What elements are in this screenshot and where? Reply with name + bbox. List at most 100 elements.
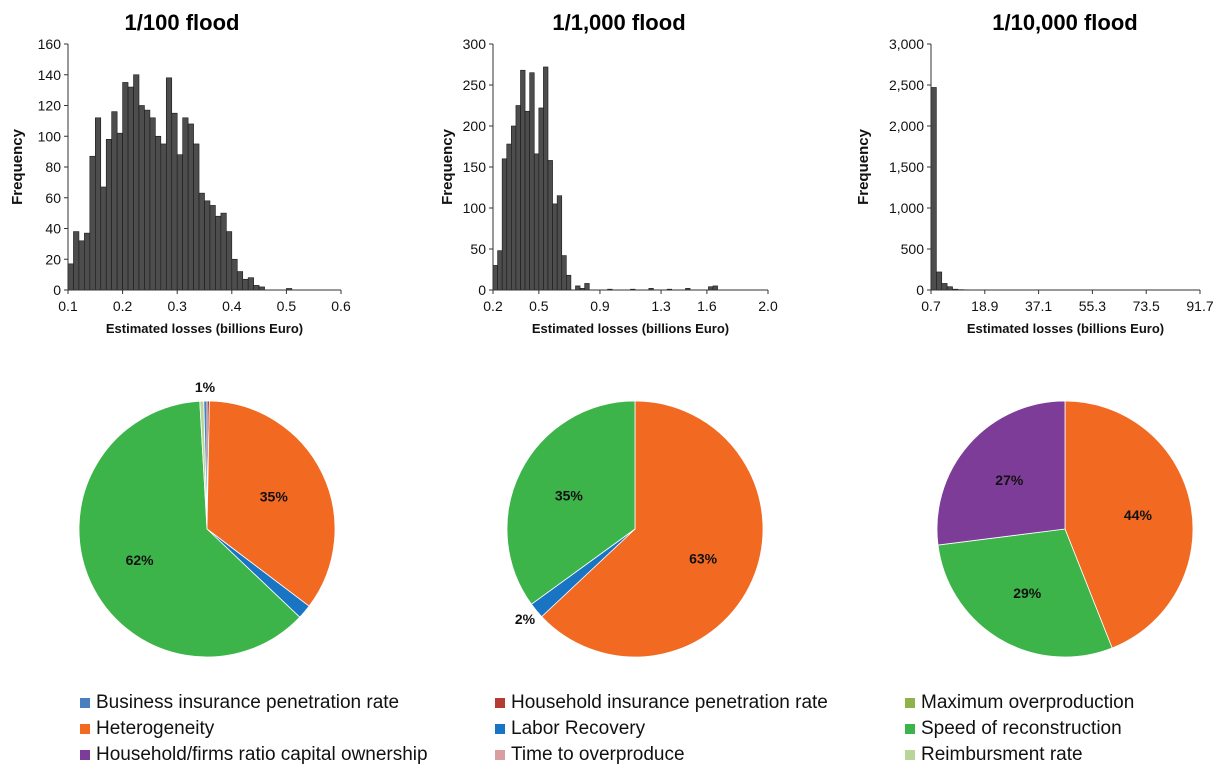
y-tick-label: 100 [463, 200, 487, 216]
pie-slice-label: 29% [1013, 585, 1042, 601]
legend-label: Speed of reconstruction [921, 718, 1122, 739]
y-axis-label: Frequency [855, 128, 872, 205]
legend-item-labor-recovery: Labor Recovery [495, 718, 905, 740]
histogram-bar [122, 82, 129, 291]
x-tick-label: 0.5 [277, 298, 297, 314]
y-tick-label: 20 [45, 251, 61, 267]
histogram-bar [84, 232, 91, 291]
x-tick-label: 0.5 [529, 298, 549, 314]
pie-slice [78, 400, 301, 658]
x-axis-label: Estimated losses (billions Euro) [106, 321, 303, 336]
pie-slice-label: 2% [515, 611, 536, 627]
x-tick-label: 73.5 [1133, 298, 1160, 314]
histogram-bar [533, 153, 540, 291]
pie-slice [1064, 400, 1194, 649]
legend-item-household-insurance: Household insurance penetration rate [495, 692, 905, 714]
pie-slice-label: 35% [260, 489, 289, 505]
legend-swatch [495, 750, 505, 760]
pie-slice [203, 400, 208, 530]
histogram-bar [187, 123, 194, 291]
pie-slice [206, 400, 336, 607]
y-tick-label: 2,500 [889, 77, 924, 93]
legend-row: Business insurance penetration rate Hous… [80, 690, 1220, 716]
histogram-bar [242, 278, 249, 291]
legend-label: Heterogeneity [96, 718, 215, 739]
legend-swatch [80, 698, 90, 708]
y-tick-label: 40 [45, 221, 61, 237]
legend-row: Household/firms ratio capital ownership … [80, 742, 1220, 768]
histogram-bar [538, 107, 544, 291]
y-tick-label: 500 [901, 241, 925, 257]
x-tick-label: 0.1 [58, 298, 78, 314]
legend-item-business-insurance: Business insurance penetration rate [80, 692, 495, 714]
legend-label: Reimbursment rate [921, 744, 1083, 765]
x-tick-label: 0.2 [483, 298, 503, 314]
legend-label: Time to overproduce [511, 744, 685, 765]
histogram-bar [547, 160, 553, 291]
x-tick-label: 1.3 [651, 298, 671, 314]
legend-swatch [80, 724, 90, 734]
histogram-bar [138, 105, 145, 291]
histogram-bar [492, 265, 498, 291]
y-tick-label: 120 [38, 98, 62, 114]
histogram-bar [520, 69, 526, 291]
y-tick-label: 150 [463, 159, 487, 175]
legend-label: Maximum overproduction [921, 692, 1135, 713]
histogram-bar [144, 109, 151, 291]
chart-title: 1/10,000 flood [992, 10, 1138, 35]
y-tick-label: 60 [45, 190, 61, 206]
histogram-bar [215, 215, 222, 291]
histogram-bar [193, 143, 200, 291]
x-tick-label: 37.1 [1025, 298, 1052, 314]
histogram-bar [149, 117, 156, 291]
legend-swatch [905, 724, 915, 734]
histogram-bar [506, 143, 512, 291]
pie-slice [541, 400, 764, 658]
legend-label: Household/firms ratio capital ownership [96, 744, 428, 765]
y-tick-label: 0 [478, 282, 486, 298]
legend: Business insurance penetration rate Hous… [80, 690, 1220, 768]
x-tick-label: 0.6 [331, 298, 351, 314]
x-tick-label: 1.6 [697, 298, 717, 314]
y-tick-label: 250 [463, 77, 487, 93]
pie-slice-label: 63% [689, 550, 718, 566]
histogram-bar [182, 117, 189, 291]
legend-label: Business insurance penetration rate [96, 692, 400, 713]
histogram-bar [204, 200, 211, 291]
histogram-bar [105, 139, 112, 291]
x-axis-label: Estimated losses (billions Euro) [967, 321, 1164, 336]
y-tick-label: 1,500 [889, 159, 924, 175]
y-tick-label: 0 [53, 282, 61, 298]
histogram-bar [100, 186, 107, 291]
histogram-bar [712, 285, 718, 291]
y-tick-label: 80 [45, 159, 61, 175]
x-tick-label: 0.7 [921, 298, 941, 314]
legend-label: Household insurance penetration rate [511, 692, 828, 713]
pie-slice-label: 35% [555, 487, 584, 503]
chart-canvas: 1/100 flood 0 20 40 60 80 100 120 140 160 0.1 0.2 0.… [9, 10, 1214, 658]
x-tick-label: 18.9 [971, 298, 998, 314]
x-axis-label: Estimated losses (billions Euro) [532, 321, 729, 336]
y-tick-label: 0 [916, 282, 924, 298]
y-tick-label: 2,000 [889, 118, 924, 134]
histogram-bar [95, 117, 102, 291]
histogram-bar [236, 271, 244, 291]
legend-item-maximum-overproduction: Maximum overproduction [905, 692, 1205, 714]
histogram-bar [584, 283, 590, 291]
pie-slice-label: 44% [1124, 507, 1153, 523]
histogram-bar [231, 258, 238, 291]
legend-swatch [905, 698, 915, 708]
histogram-bar [529, 72, 535, 291]
legend-item-time-to-overproduce: Time to overproduce [495, 744, 905, 766]
pie-slice-label: 1% [195, 379, 216, 395]
histogram-bar [515, 105, 521, 291]
histogram-bar [165, 77, 173, 291]
histogram-bar [116, 132, 123, 291]
pie-slice-label: 27% [995, 472, 1024, 488]
histogram-bar [73, 231, 80, 291]
pie-slice [506, 400, 636, 605]
histogram-bar [171, 112, 178, 291]
y-tick-label: 1,000 [889, 200, 924, 216]
histogram-bar [111, 111, 118, 291]
